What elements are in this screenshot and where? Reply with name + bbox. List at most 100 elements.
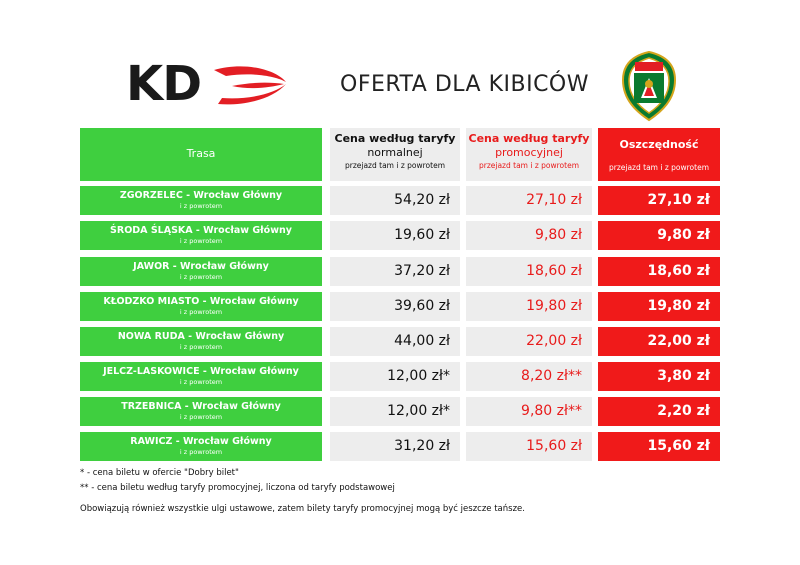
savings-cell: 9,80 zł (598, 221, 720, 250)
promo-price-cell: 15,60 zł (466, 432, 592, 461)
column-header-promo-line1: Cena według taryfy (468, 132, 590, 145)
table-row: RAWICZ - Wrocław Główny i z powrotem 31,2… (0, 432, 800, 461)
header: KD OFERTA DLA KIBICÓW (0, 0, 800, 125)
savings-cell: 22,00 zł (598, 327, 720, 356)
promo-price-cell: 9,80 zł (466, 221, 592, 250)
route-name: KŁODZKO MIASTO - Wrocław Główny (103, 296, 299, 307)
route-name: ZGORZELEC - Wrocław Główny (119, 190, 283, 201)
footnote-single-asterisk: * - cena biletu w ofercie "Dobry bilet" (80, 468, 239, 478)
footnotes: * - cena biletu w ofercie "Dobry bilet" … (80, 466, 525, 517)
normal-price-cell: 44,00 zł (330, 327, 460, 356)
normal-price: 54,20 zł (394, 192, 450, 208)
column-header-savings-line1: Oszczędność (619, 138, 699, 151)
savings-value: 19,80 zł (647, 298, 710, 314)
normal-price: 39,60 zł (394, 298, 450, 314)
column-header-promo: Cena według taryfy promocyjnej przejazd … (466, 128, 592, 181)
normal-price: 12,00 zł* (387, 368, 450, 384)
kd-logo: KD (126, 56, 286, 112)
savings-value: 15,60 zł (647, 438, 710, 454)
normal-price-cell: 12,00 zł* (330, 397, 460, 426)
savings-value: 9,80 zł (657, 227, 710, 243)
table-row: ŚRODA ŚLĄSKA - Wrocław Główny i z powrote… (0, 221, 800, 250)
normal-price-cell: 39,60 zł (330, 292, 460, 321)
route-sub: i z powrotem (179, 343, 223, 351)
column-header-normal-line3: przejazd tam i z powrotem (344, 161, 446, 170)
route-name: TRZEBNICA - Wrocław Główny (121, 401, 281, 412)
table-row: ZGORZELEC - Wrocław Główny i z powrotem 5… (0, 186, 800, 215)
savings-value: 2,20 zł (657, 403, 710, 419)
normal-price: 31,20 zł (394, 438, 450, 454)
savings-cell: 2,20 zł (598, 397, 720, 426)
route-sub: i z powrotem (179, 202, 223, 210)
route-name: ŚRODA ŚLĄSKA - Wrocław Główny (110, 225, 292, 236)
route-cell: KŁODZKO MIASTO - Wrocław Główny i z powro… (80, 292, 322, 321)
kd-swoosh-icon (214, 66, 286, 105)
normal-price-cell: 37,20 zł (330, 257, 460, 286)
promo-price-cell: 9,80 zł** (466, 397, 592, 426)
footnote-double-asterisk: ** - cena biletu według taryfy promocyjn… (80, 483, 395, 493)
column-header-savings-line3: przejazd tam i z powrotem (608, 163, 710, 172)
savings-value: 22,00 zł (647, 333, 710, 349)
route-sub: i z powrotem (179, 273, 223, 281)
promo-price-cell: 22,00 zł (466, 327, 592, 356)
promo-price: 8,20 zł** (521, 368, 582, 384)
column-header-route: Trasa (80, 128, 322, 181)
route-sub: i z powrotem (179, 378, 223, 386)
promo-price: 19,80 zł (526, 298, 582, 314)
normal-price-cell: 54,20 zł (330, 186, 460, 215)
promo-price-cell: 18,60 zł (466, 257, 592, 286)
savings-cell: 3,80 zł (598, 362, 720, 391)
route-cell: JELCZ-LASKOWICE - Wrocław Główny i z powr… (80, 362, 322, 391)
table-row: TRZEBNICA - Wrocław Główny i z powrotem 1… (0, 397, 800, 426)
savings-cell: 18,60 zł (598, 257, 720, 286)
normal-price-cell: 31,20 zł (330, 432, 460, 461)
column-header-promo-line3: przejazd tam i z powrotem (478, 161, 580, 170)
savings-value: 27,10 zł (647, 192, 710, 208)
club-crest-icon (621, 50, 677, 122)
page-title: OFERTA DLA KIBICÓW (340, 72, 590, 97)
normal-price-cell: 12,00 zł* (330, 362, 460, 391)
savings-cell: 19,80 zł (598, 292, 720, 321)
normal-price-cell: 19,60 zł (330, 221, 460, 250)
route-sub: i z powrotem (179, 448, 223, 456)
route-cell: ŚRODA ŚLĄSKA - Wrocław Główny i z powrote… (80, 221, 322, 250)
route-cell: JAWOR - Wrocław Główny i z powrotem (80, 257, 322, 286)
route-name: NOWA RUDA - Wrocław Główny (117, 331, 285, 342)
table-row: JELCZ-LASKOWICE - Wrocław Główny i z powr… (0, 362, 800, 391)
table-row: NOWA RUDA - Wrocław Główny i z powrotem 4… (0, 327, 800, 356)
promo-price-cell: 8,20 zł** (466, 362, 592, 391)
route-name: JAWOR - Wrocław Główny (133, 261, 269, 272)
column-header-savings: Oszczędność przejazd tam i z powrotem (598, 128, 720, 181)
promo-price: 9,80 zł** (521, 403, 582, 419)
route-cell: NOWA RUDA - Wrocław Główny i z powrotem (80, 327, 322, 356)
column-header-route-label: Trasa (186, 147, 216, 160)
normal-price: 19,60 zł (394, 227, 450, 243)
table-row: KŁODZKO MIASTO - Wrocław Główny i z powro… (0, 292, 800, 321)
promo-price-cell: 27,10 zł (466, 186, 592, 215)
savings-value: 3,80 zł (657, 368, 710, 384)
route-cell: TRZEBNICA - Wrocław Główny i z powrotem (80, 397, 322, 426)
normal-price: 37,20 zł (394, 263, 450, 279)
column-header-promo-line2: promocyjnej (495, 146, 563, 159)
column-header-normal-line2: normalnej (367, 146, 423, 159)
promo-price: 22,00 zł (526, 333, 582, 349)
route-sub: i z powrotem (179, 237, 223, 245)
route-cell: RAWICZ - Wrocław Główny i z powrotem (80, 432, 322, 461)
savings-cell: 15,60 zł (598, 432, 720, 461)
table-row: JAWOR - Wrocław Główny i z powrotem 37,20… (0, 257, 800, 286)
promo-price: 27,10 zł (526, 192, 582, 208)
route-sub: i z powrotem (179, 308, 223, 316)
normal-price: 44,00 zł (394, 333, 450, 349)
route-sub: i z powrotem (179, 413, 223, 421)
normal-price: 12,00 zł* (387, 403, 450, 419)
kd-logo-text: KD (126, 56, 202, 112)
route-name: RAWICZ - Wrocław Główny (130, 436, 272, 447)
savings-value: 18,60 zł (647, 263, 710, 279)
footnote-discounts: Obowiązują również wszystkie ulgi ustawo… (80, 504, 525, 514)
promo-price: 9,80 zł (535, 227, 582, 243)
column-header-normal-line1: Cena według taryfy (334, 132, 456, 145)
route-cell: ZGORZELEC - Wrocław Główny i z powrotem (80, 186, 322, 215)
route-name: JELCZ-LASKOWICE - Wrocław Główny (103, 366, 299, 377)
promo-price-cell: 19,80 zł (466, 292, 592, 321)
column-header-normal: Cena według taryfy normalnej przejazd ta… (330, 128, 460, 181)
